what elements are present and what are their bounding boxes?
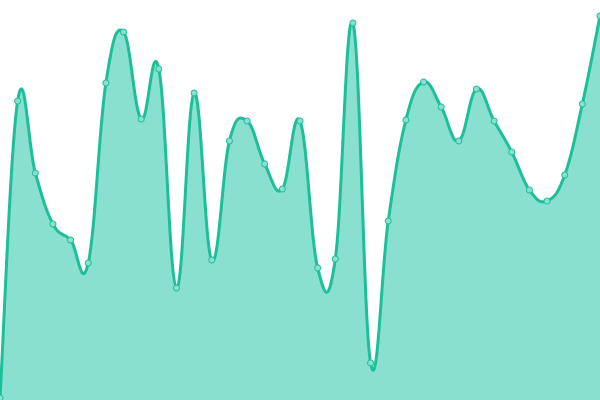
data-point-5 (84, 259, 92, 267)
data-point-9 (155, 65, 163, 73)
data-point-14 (243, 117, 251, 125)
data-point-27 (472, 85, 480, 93)
data-point-25 (437, 103, 445, 111)
data-point-8 (137, 115, 145, 123)
data-point-26 (455, 137, 463, 145)
data-point-3 (49, 220, 57, 228)
data-point-10 (172, 284, 180, 292)
data-point-11 (190, 89, 198, 97)
data-point-32 (561, 171, 569, 179)
data-point-29 (508, 148, 516, 156)
data-point-33 (578, 100, 586, 108)
data-points (0, 12, 600, 400)
data-point-13 (225, 137, 233, 145)
data-point-17 (296, 117, 304, 125)
data-point-15 (261, 160, 269, 168)
data-point-7 (120, 28, 128, 36)
data-point-23 (402, 116, 410, 124)
data-point-22 (384, 217, 392, 225)
data-point-20 (349, 19, 357, 27)
data-point-16 (278, 185, 286, 193)
data-point-2 (31, 169, 39, 177)
data-point-4 (67, 236, 75, 244)
data-point-19 (331, 255, 339, 263)
data-point-28 (490, 117, 498, 125)
data-point-34 (596, 12, 600, 20)
data-point-24 (420, 78, 428, 86)
area-fill (0, 16, 600, 400)
data-point-12 (208, 256, 216, 264)
data-point-1 (14, 97, 22, 105)
data-point-21 (367, 359, 375, 367)
data-point-6 (102, 79, 110, 87)
data-point-0 (0, 394, 4, 400)
data-point-18 (314, 264, 322, 272)
data-point-31 (543, 197, 551, 205)
data-point-30 (525, 186, 533, 194)
